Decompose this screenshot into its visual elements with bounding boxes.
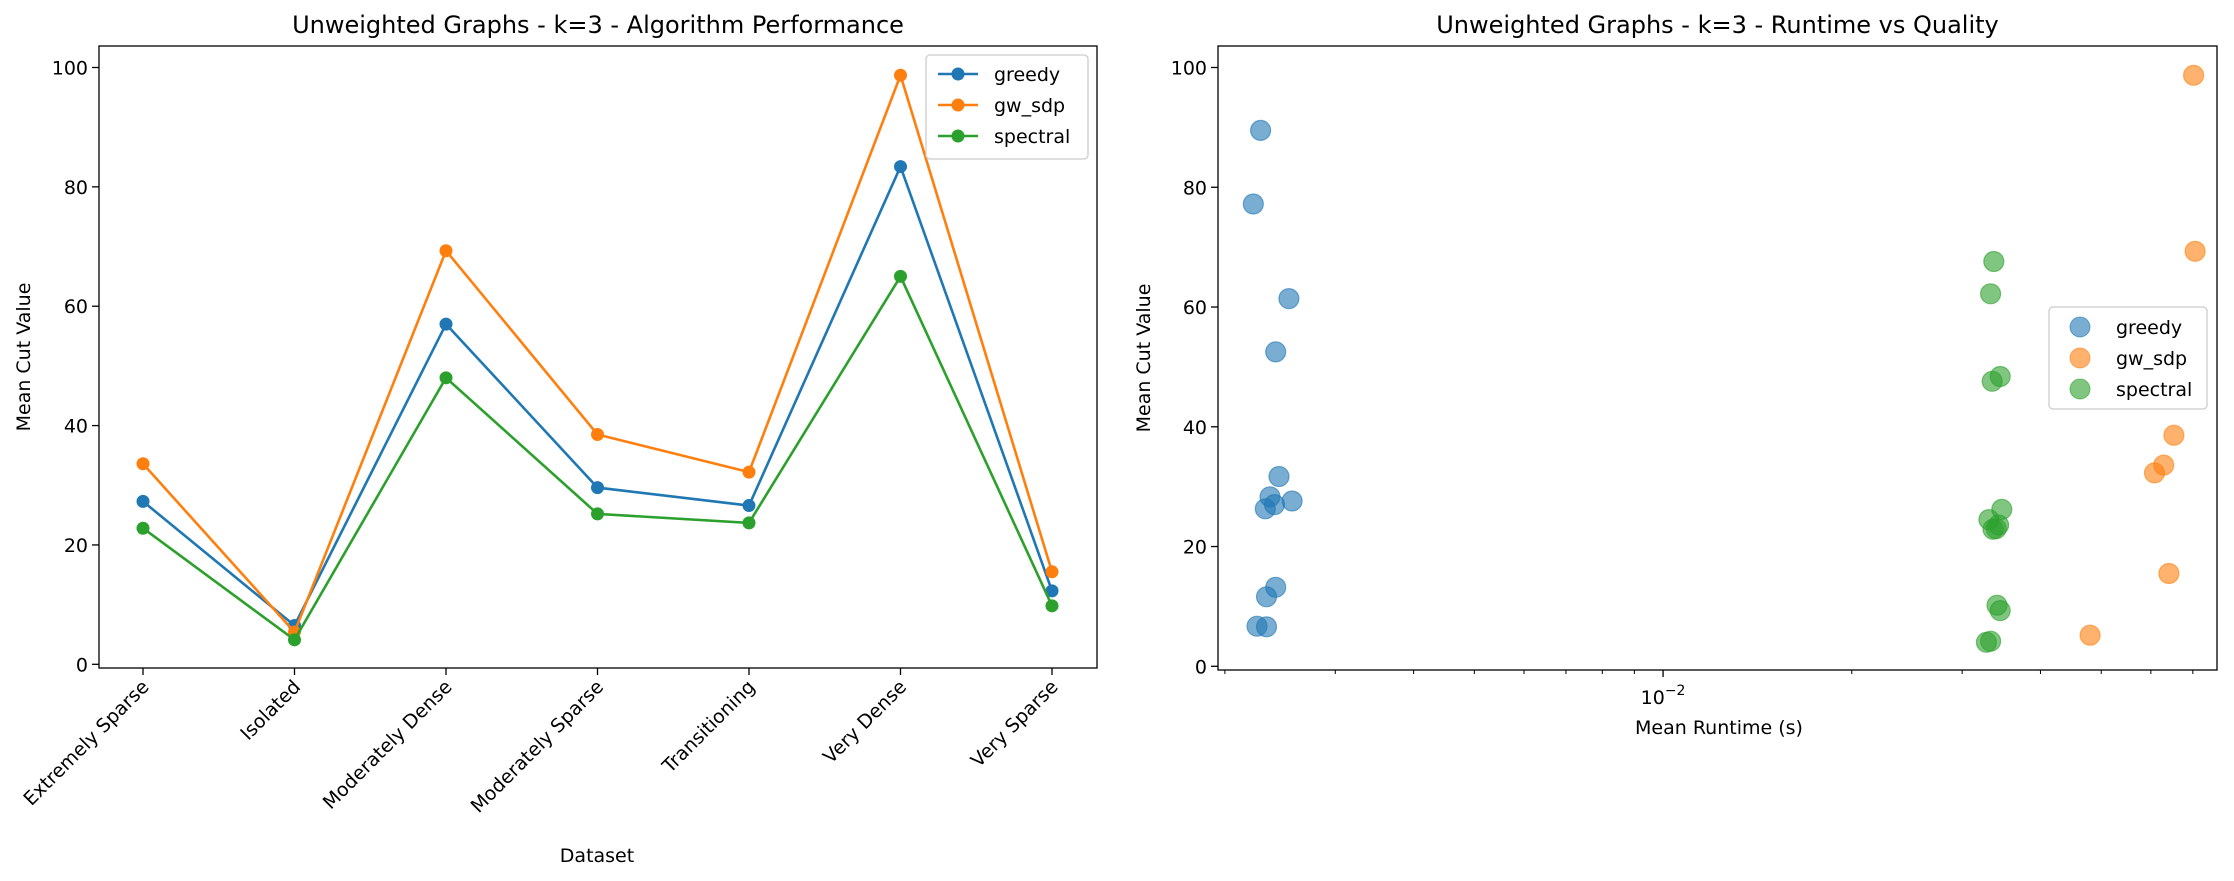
scatter-point-greedy-2 (1278, 288, 1300, 310)
data-point-greedy-0 (136, 494, 150, 508)
chart-title: Unweighted Graphs - k=3 - Algorithm Perf… (292, 11, 904, 39)
legend-entry-gw_sdp: gw_sdp (994, 95, 1065, 117)
scatter-point-spectral-12 (1975, 631, 1998, 653)
data-point-gw_sdp-4 (742, 465, 756, 479)
scatter-point-greedy-0 (1242, 193, 1264, 215)
data-point-spectral-5 (894, 269, 907, 283)
legend-swatch-marker (2069, 316, 2091, 338)
data-point-spectral-2 (439, 371, 453, 385)
legend-entry-spectral: spectral (2116, 379, 2192, 401)
data-point-spectral-6 (1045, 599, 1059, 613)
x-tick-label: Very Dense (819, 676, 911, 768)
y-tick-label: 0 (76, 654, 88, 676)
scatter-point-spectral-10 (1989, 599, 2011, 622)
y-tick-label: 20 (64, 535, 88, 557)
x-tick-label: Isolated (236, 676, 305, 745)
scatter-point-gw_sdp-2 (2163, 424, 2185, 446)
data-point-greedy-6 (1045, 584, 1059, 598)
scatter-point-gw_sdp-0 (2183, 64, 2205, 86)
scatter-point-greedy-12 (1255, 616, 1278, 638)
legend-entry-gw_sdp: gw_sdp (2116, 348, 2187, 370)
y-tick-label: 60 (1183, 297, 1207, 319)
scatter-point-greedy-8 (1281, 490, 1303, 512)
scatter-point-spectral-1 (1979, 283, 2002, 305)
legend-swatch-marker (951, 98, 965, 112)
legend-swatch-marker (2069, 378, 2091, 400)
legend-entry-spectral: spectral (994, 126, 1070, 148)
legend-entry-greedy: greedy (994, 64, 1060, 86)
scatter-point-greedy-4 (1268, 465, 1290, 488)
data-point-spectral-4 (742, 516, 756, 530)
data-point-gw_sdp-0 (136, 457, 150, 471)
plot-frame (1217, 45, 2218, 671)
x-axis-label: Dataset (560, 845, 634, 867)
legend-swatch-marker (2069, 347, 2091, 369)
x-tick-label: Transitioning (658, 676, 760, 778)
legend-entry-greedy: greedy (2116, 317, 2182, 339)
y-axis-label: Mean Cut Value (1133, 284, 1155, 433)
scatter-point-gw_sdp-4 (2143, 462, 2166, 484)
scatter-point-spectral-3 (1981, 370, 2003, 392)
scatter-point-greedy-3 (1265, 341, 1287, 363)
scatter-chart-panel: 0 20 40 60 80 100 10−2 Unweighted Graphs - k=3 … (1133, 11, 2218, 739)
series-line-spectral (142, 273, 1054, 642)
scatter-point-spectral-0 (1983, 250, 2005, 273)
x-tick-label: 10−2 (1641, 683, 1686, 709)
x-tick-label: Extremely Sparse (19, 676, 153, 810)
data-point-greedy-3 (591, 481, 604, 495)
data-point-greedy-2 (439, 317, 453, 331)
y-tick-label: 0 (1195, 656, 1207, 678)
series-line-gw_sdp (142, 71, 1054, 635)
data-point-spectral-1 (288, 633, 301, 647)
legend-box (925, 54, 1089, 160)
scatter-point-gw_sdp-5 (2158, 562, 2180, 585)
series-line-greedy (142, 163, 1054, 628)
data-point-gw_sdp-3 (591, 428, 604, 442)
data-point-spectral-0 (136, 521, 150, 535)
data-point-gw_sdp-6 (1045, 565, 1059, 579)
scatter-point-spectral-8 (1985, 517, 2007, 540)
y-tick-label: 20 (1183, 537, 1207, 559)
scatter-point-greedy-7 (1263, 494, 1286, 516)
x-tick-label: Moderately Dense (319, 676, 457, 814)
scatter-point-gw_sdp-6 (2079, 624, 2101, 646)
y-tick-label: 40 (1183, 417, 1207, 439)
scatter-point-greedy-10 (1255, 586, 1278, 608)
y-tick-label: 100 (52, 58, 88, 80)
scatter-point-gw_sdp-1 (2184, 240, 2206, 262)
y-tick-label: 80 (64, 177, 88, 199)
x-axis-label: Mean Runtime (s) (1635, 717, 1803, 739)
chart-title: Unweighted Graphs - k=3 - Runtime vs Qua… (1436, 11, 1999, 39)
data-point-gw_sdp-5 (894, 68, 907, 82)
legend-swatch-marker (951, 129, 965, 143)
y-axis-label: Mean Cut Value (13, 283, 35, 432)
data-point-greedy-4 (742, 499, 756, 513)
y-tick-label: 60 (64, 296, 88, 318)
y-tick-label: 100 (1171, 58, 1207, 80)
data-point-gw_sdp-2 (439, 244, 453, 258)
y-tick-label: 80 (1183, 177, 1207, 199)
data-point-greedy-5 (894, 160, 907, 174)
x-tick-label: Moderately Sparse (467, 676, 608, 817)
y-tick-label: 40 (64, 416, 88, 438)
scatter-point-greedy-1 (1249, 119, 1272, 141)
legend-swatch-marker (951, 67, 965, 81)
data-point-spectral-3 (591, 507, 604, 521)
x-tick-label: Very Sparse (967, 676, 1063, 772)
